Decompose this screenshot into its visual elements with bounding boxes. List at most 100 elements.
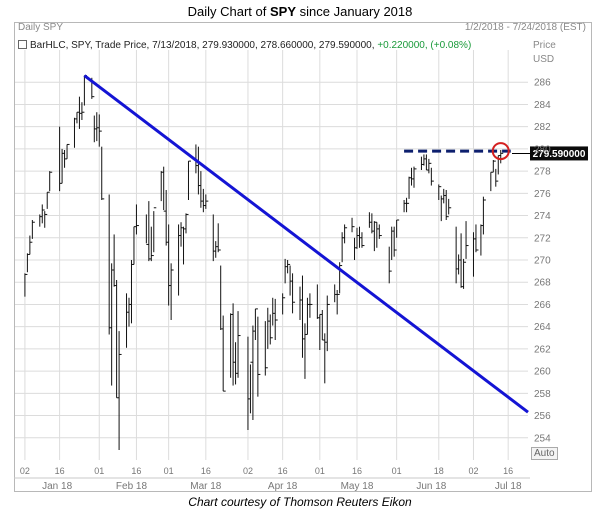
price-tick-label: 284 [534, 100, 551, 111]
price-bar [150, 226, 154, 262]
date-tick-label: 02 [243, 466, 253, 476]
price-bar [492, 160, 496, 173]
price-bar [46, 191, 50, 209]
price-tick-label: 286 [534, 78, 551, 89]
price-bar [490, 171, 494, 192]
price-bar [113, 234, 117, 287]
date-tick-label: 02 [20, 466, 30, 476]
price-bar [185, 213, 189, 234]
price-bar [24, 273, 28, 297]
month-label: Jan 18 [42, 481, 72, 492]
price-bar [274, 298, 278, 340]
price-tick-label: 266 [534, 300, 551, 311]
price-bar [44, 211, 48, 228]
price-tick-label: 264 [534, 322, 551, 333]
price-bar [205, 194, 209, 209]
price-bar [130, 260, 134, 324]
price-tick-label: 256 [534, 411, 551, 422]
price-bar [282, 293, 286, 315]
price-bar [31, 220, 35, 239]
price-tick-label: 280 [534, 144, 551, 155]
price-bar [445, 190, 449, 220]
price-bar [264, 321, 268, 376]
price-bar [339, 262, 343, 294]
series-info-text: BarHLC, SPY, Trade Price, 7/13/2018, 279… [30, 40, 375, 51]
annotations: 279.590000 [83, 74, 588, 414]
price-bar [388, 246, 392, 284]
chart-caption: Chart courtesy of Thomson Reuters Eikon [188, 495, 412, 509]
price-bar [101, 146, 105, 200]
price-tick-label: 282 [534, 122, 551, 133]
price-bar [495, 168, 499, 187]
price-bar [500, 150, 504, 164]
price-bar [361, 232, 365, 248]
price-bar [396, 219, 400, 238]
last-price-box [530, 146, 588, 161]
price-bar [26, 253, 30, 273]
price-bar [413, 166, 417, 188]
date-axis: 02 16 01 16 01 16 02 16 01 16 01 18 02 16 Jan 18 Feb 18… [14, 466, 530, 492]
price-bar [118, 331, 122, 450]
date-tick-label: 01 [164, 466, 174, 476]
expand-icon[interactable] [18, 40, 27, 49]
price-bar [257, 316, 261, 397]
date-tick-label: 16 [503, 466, 513, 476]
series-change: +0.220000, (+0.08%) [377, 40, 472, 51]
price-bar [29, 235, 33, 255]
price-tick-label: 274 [534, 211, 551, 222]
title-prefix: Daily Chart of [187, 4, 270, 19]
price-bar [187, 160, 191, 200]
month-label: Feb 18 [116, 481, 148, 492]
price-tick-label: 260 [534, 367, 551, 378]
title-symbol: SPY [270, 4, 297, 19]
price-bar [475, 224, 479, 253]
price-bar [309, 293, 313, 318]
price-tick-label: 278 [534, 167, 551, 178]
price-bars [24, 75, 504, 450]
price-bar [217, 223, 221, 253]
price-bar [393, 226, 397, 257]
price-bar [135, 204, 139, 235]
price-bar [170, 263, 174, 320]
price-bar [463, 258, 467, 289]
price-bar [344, 224, 348, 244]
price-bar [81, 102, 85, 120]
price-bar [438, 184, 442, 200]
price-bar [222, 315, 226, 392]
price-bar [351, 217, 355, 233]
date-tick-label: 01 [392, 466, 402, 476]
price-bar [254, 308, 258, 340]
chart-frame [14, 22, 592, 492]
price-tick-label: 258 [534, 389, 551, 400]
auto-scale-button[interactable]: Auto [531, 447, 558, 460]
price-bar [448, 198, 452, 215]
date-tick-label: 16 [352, 466, 362, 476]
price-bar [287, 260, 291, 274]
price-tick-label: 276 [534, 189, 551, 200]
price-bar [326, 295, 330, 352]
price-tick-label: 262 [534, 344, 551, 355]
chart-title: Daily Chart of SPY since January 2018 [0, 4, 600, 19]
currency-label: USD [533, 54, 555, 65]
month-label: May 18 [341, 481, 374, 492]
price-tick-label: 272 [534, 233, 551, 244]
price-axis-title: Price [533, 40, 556, 51]
price-bar [83, 75, 87, 106]
price-bar [406, 197, 410, 213]
price-tick-label: 268 [534, 278, 551, 289]
price-bar [66, 143, 70, 159]
date-tick-label: 02 [468, 466, 478, 476]
series-info-bar: BarHLC, SPY, Trade Price, 7/13/2018, 279… [18, 40, 471, 51]
month-label: Jun 18 [416, 481, 446, 492]
price-bar [430, 167, 434, 186]
month-label: Jul 18 [495, 481, 522, 492]
date-range: 1/2/2018 - 7/24/2018 (EST) [464, 22, 586, 33]
highlight-circle [491, 142, 510, 161]
month-label: Mar 18 [190, 481, 222, 492]
price-bar [465, 221, 469, 259]
price-bar [336, 290, 340, 315]
date-tick-label: 16 [131, 466, 141, 476]
date-tick-label: 01 [94, 466, 104, 476]
date-tick-label: 18 [434, 466, 444, 476]
